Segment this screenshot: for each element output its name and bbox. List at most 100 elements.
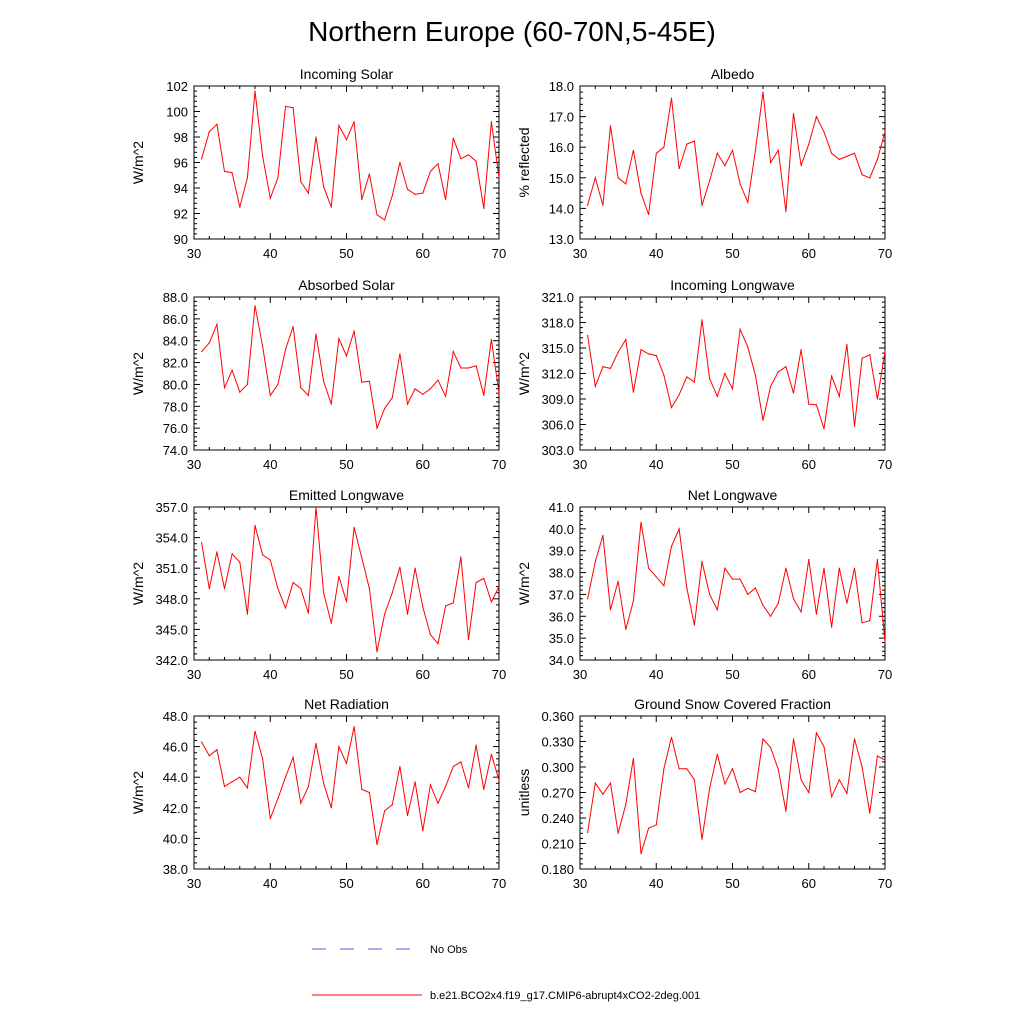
data-point (686, 376, 688, 378)
data-point (239, 391, 241, 393)
data-point (808, 558, 810, 561)
data-point (323, 782, 325, 784)
data-point (693, 140, 696, 142)
data-point (391, 396, 393, 399)
y-tick-label: 100 (166, 105, 188, 120)
data-point (823, 131, 825, 133)
data-point (345, 762, 348, 765)
data-point (640, 192, 642, 194)
y-tick-label: 86.0 (163, 312, 188, 327)
data-point (376, 427, 378, 429)
data-point (602, 366, 604, 368)
data-point (223, 387, 226, 389)
data-point (353, 330, 355, 332)
data-point (406, 403, 409, 405)
data-point (663, 374, 665, 376)
data-point (670, 736, 673, 738)
data-point (391, 195, 393, 197)
data-point (716, 152, 718, 154)
data-point (663, 768, 665, 770)
data-point (632, 600, 635, 602)
data-point (216, 749, 218, 751)
data-point (625, 628, 627, 631)
data-point (284, 348, 287, 351)
data-point (414, 193, 416, 195)
data-point (846, 344, 848, 346)
data-point (785, 366, 787, 368)
y-tick-label: 94 (174, 181, 188, 196)
data-point (216, 123, 218, 125)
data-point (762, 91, 764, 93)
y-tick-label: 98 (174, 130, 188, 145)
data-point (724, 165, 726, 167)
data-point (853, 567, 856, 569)
panel-title: Ground Snow Covered Fraction (634, 696, 831, 712)
data-point (693, 381, 696, 383)
data-point (208, 342, 210, 344)
data-point (709, 593, 711, 596)
data-point (594, 561, 596, 563)
data-point (655, 576, 657, 578)
data-point (838, 158, 840, 160)
data-point (201, 158, 203, 160)
data-point (678, 168, 680, 170)
data-point (353, 121, 355, 123)
data-point (754, 791, 757, 793)
data-point (467, 367, 470, 369)
x-tick-label: 40 (263, 457, 277, 472)
data-point (800, 779, 802, 781)
x-tick-label: 70 (878, 246, 892, 261)
y-axis-label: W/m^2 (130, 352, 146, 395)
y-tick-label: 345.0 (155, 622, 188, 637)
data-point (368, 588, 370, 590)
data-point (762, 738, 764, 740)
data-point (467, 787, 470, 789)
data-point (490, 601, 492, 603)
y-tick-label: 41.0 (549, 500, 574, 515)
data-point (315, 506, 317, 508)
data-point (406, 613, 409, 615)
data-point (399, 765, 401, 768)
data-point (831, 796, 833, 798)
data-point (731, 149, 734, 151)
data-point (754, 374, 757, 376)
data-point (701, 838, 703, 840)
data-point (846, 155, 848, 157)
data-point (254, 305, 256, 307)
panel-title: Incoming Longwave (670, 277, 795, 293)
data-point (498, 586, 500, 588)
data-point (223, 170, 226, 172)
data-point (884, 350, 886, 352)
data-point (246, 613, 248, 615)
data-point (800, 611, 802, 613)
y-axis-label: % reflected (516, 127, 532, 197)
chart-panel: Net Longwave W/m^2 30 40 50 60 70 34.0 35.0 36.0 3… (516, 487, 892, 682)
data-point (663, 146, 665, 148)
data-point (254, 524, 256, 527)
x-tick-label: 50 (725, 457, 739, 472)
data-point (861, 622, 863, 624)
legend-obs-label: No Obs (430, 944, 468, 956)
y-tick-label: 80.0 (163, 377, 188, 392)
data-point (754, 587, 757, 589)
y-tick-label: 0.330 (541, 735, 574, 750)
data-point (361, 198, 363, 201)
data-point (429, 170, 431, 172)
data-point (262, 345, 264, 347)
data-point (384, 407, 386, 410)
y-tick-label: 37.0 (549, 587, 574, 602)
x-tick-label: 60 (802, 246, 816, 261)
data-point (625, 338, 627, 341)
series-line (587, 522, 886, 643)
chart-panel: Emitted Longwave W/m^2 30 40 50 60 70 342.0 345.… (130, 487, 506, 682)
x-tick-label: 40 (263, 246, 277, 261)
data-point (467, 154, 470, 156)
data-point (406, 814, 409, 817)
y-tick-label: 321.0 (541, 290, 574, 305)
data-point (823, 746, 825, 748)
data-point (869, 620, 871, 622)
y-axis-label: unitless (516, 769, 532, 816)
data-point (284, 776, 287, 778)
y-tick-label: 0.300 (541, 760, 574, 775)
